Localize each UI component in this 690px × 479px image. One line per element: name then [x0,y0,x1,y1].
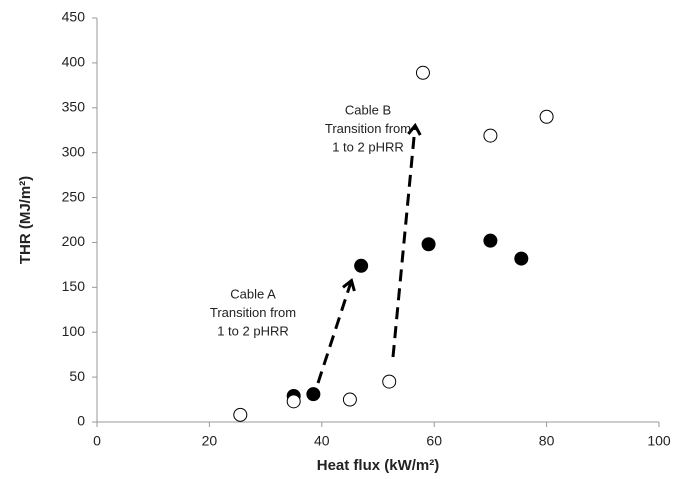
data-point [354,258,369,273]
x-tick-label: 80 [539,433,555,449]
y-tick-label: 300 [62,143,86,159]
annotation: Transition from [325,121,411,136]
y-tick-label: 100 [62,323,86,339]
y-tick-label: 200 [62,233,86,249]
data-point [286,394,301,409]
annotation: 1 to 2 pHRR [332,139,404,154]
annotation: 1 to 2 pHRR [217,323,289,338]
y-tick-label: 150 [62,278,86,294]
data-point [539,109,554,124]
data-point [483,128,498,143]
annotation: Transition from [210,305,296,320]
y-axis-title: THR (MJ/m²) [17,176,34,264]
data-point [382,374,397,389]
data-point [421,237,436,252]
data-point [342,392,357,407]
y-tick-label: 400 [62,54,86,70]
y-tick-label: 450 [62,9,86,25]
x-tick-label: 40 [314,433,330,449]
data-point [514,251,529,266]
data-point [415,65,430,80]
arrow [391,122,422,358]
arrow [316,278,356,384]
y-tick-label: 250 [62,188,86,204]
x-tick-label: 100 [647,433,671,449]
y-tick-label: 0 [77,413,85,429]
annotation: Cable B [345,102,391,117]
data-point [483,233,498,248]
y-tick-label: 50 [69,368,85,384]
x-tick-label: 0 [93,433,101,449]
x-axis-title: Heat flux (kW/m²) [317,457,440,474]
data-point [306,387,321,402]
x-tick-label: 60 [426,433,442,449]
x-tick-label: 20 [202,433,218,449]
data-point [233,407,248,422]
y-tick-label: 350 [62,98,86,114]
annotation: Cable A [230,286,276,301]
